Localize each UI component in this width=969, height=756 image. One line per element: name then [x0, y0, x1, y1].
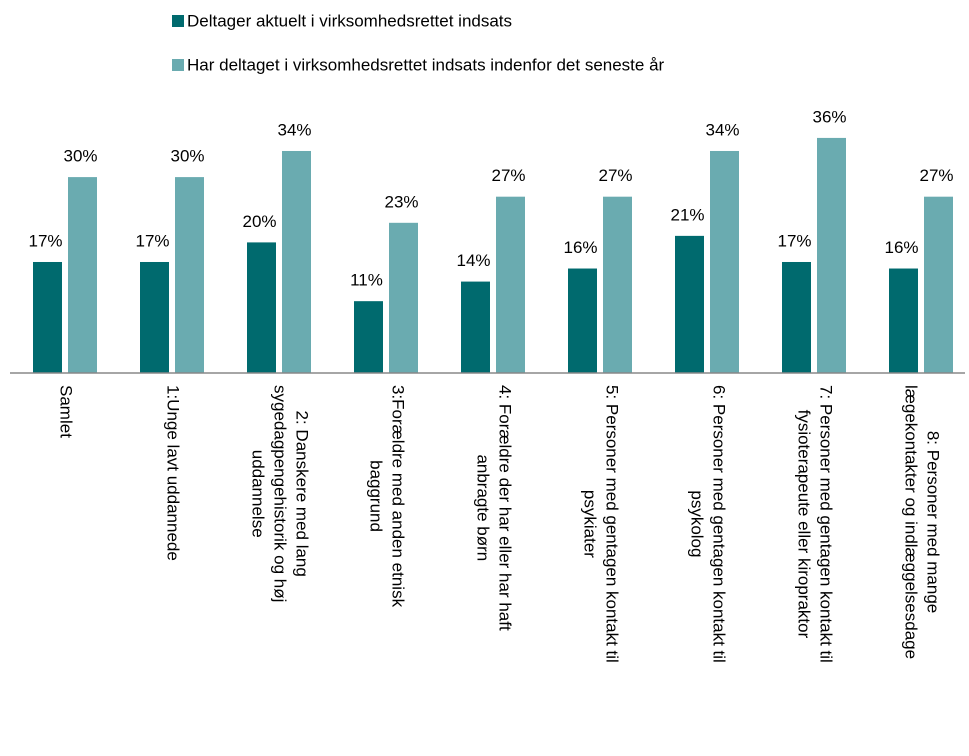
bar — [568, 268, 597, 373]
category-label: 2: Danskere med lang — [293, 411, 312, 577]
category-label: fysioterapeute eller kiropraktor — [795, 410, 814, 639]
bar — [889, 268, 918, 373]
bar — [140, 261, 169, 373]
bar — [496, 196, 525, 373]
legend-swatch — [172, 59, 184, 71]
value-label: 14% — [456, 251, 490, 270]
value-label: 17% — [135, 231, 169, 250]
category-label: baggrund — [367, 460, 386, 532]
bar — [247, 242, 276, 373]
legend-label: Deltager aktuelt i virksomhedsrettet ind… — [187, 11, 512, 30]
bar — [461, 281, 490, 373]
legend-swatch — [172, 15, 184, 27]
category-label: 8: Personer med mange — [924, 431, 943, 613]
legend-label: Har deltaget i virksomhedsrettet indsats… — [187, 55, 665, 74]
category-label: psykiater — [581, 490, 600, 558]
value-label: 21% — [670, 205, 704, 224]
category-label: sygedagpengehistorik og høj — [271, 385, 290, 602]
value-label: 27% — [491, 166, 525, 185]
bar — [175, 177, 204, 373]
category-label: 7: Personer med gentagen kontakt til — [817, 385, 836, 663]
value-label: 36% — [812, 107, 846, 126]
value-label: 11% — [350, 271, 383, 290]
value-label: 27% — [598, 166, 632, 185]
bar — [282, 150, 311, 373]
value-label: 27% — [919, 166, 953, 185]
bar — [33, 261, 62, 373]
value-label: 30% — [63, 147, 97, 166]
value-label: 34% — [705, 120, 739, 139]
value-label: 17% — [777, 231, 811, 250]
category-label: lægekontakter og indlæggelsesdage — [902, 385, 921, 659]
bar — [924, 196, 953, 373]
bar — [710, 150, 739, 373]
category-label: 3:Forældre med anden etnisk — [389, 385, 408, 608]
bar — [68, 177, 97, 373]
bar — [603, 196, 632, 373]
value-label: 20% — [242, 212, 276, 231]
bar — [817, 137, 846, 373]
category-label: psykolog — [688, 490, 707, 557]
bar — [782, 261, 811, 373]
bar — [389, 222, 418, 373]
bar — [675, 235, 704, 373]
value-label: 30% — [170, 147, 204, 166]
value-label: 34% — [277, 120, 311, 139]
value-label: 16% — [563, 238, 597, 257]
category-label: 4: Forældre der har eller har haft — [496, 385, 515, 631]
value-label: 17% — [28, 231, 62, 250]
category-label: 6: Personer med gentagen kontakt til — [710, 385, 729, 663]
category-label: Samlet — [57, 385, 76, 438]
category-label: anbragte børn — [474, 454, 493, 561]
value-label: 23% — [384, 192, 418, 211]
category-label: uddannelse — [249, 450, 268, 538]
bar — [354, 301, 383, 373]
category-label: 5: Personer med gentagen kontakt til — [603, 385, 622, 663]
value-label: 16% — [884, 238, 918, 257]
category-label: 1:Unge lavt uddannede — [164, 385, 183, 561]
